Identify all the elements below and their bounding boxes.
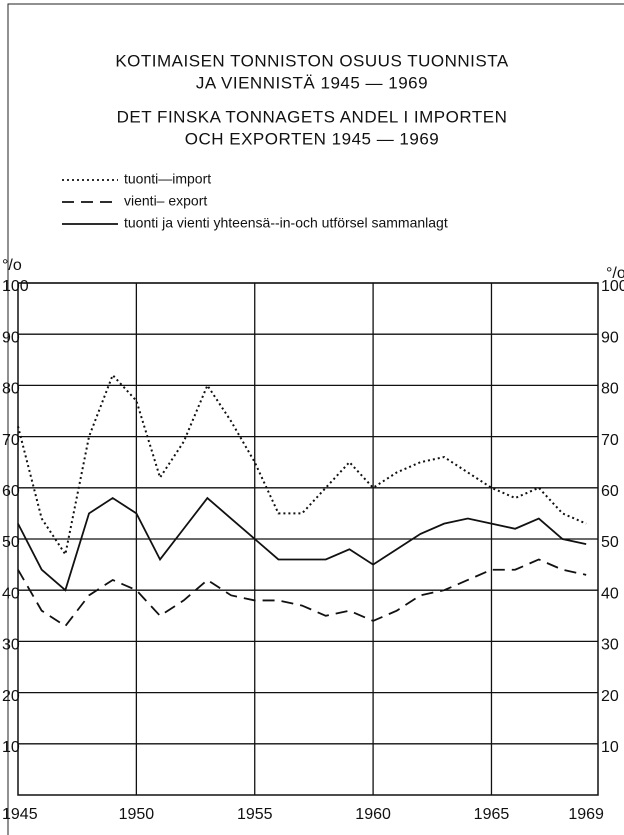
legend-label: vienti– export: [124, 193, 207, 209]
page-frame: [7, 3, 624, 835]
x-tick-label: 1960: [355, 806, 391, 823]
x-tick-label: 1950: [119, 806, 155, 823]
y-tick-label: 90: [2, 329, 20, 346]
y-tick-label: 80: [2, 381, 20, 398]
data-line: [17, 496, 587, 592]
legend-label: tuonti ja vienti yhteensä--in-och utförs…: [124, 215, 448, 231]
y2-tick-label: 70: [601, 432, 619, 449]
y2-unit: °/o: [606, 265, 624, 282]
y2-tick-label: 20: [601, 688, 619, 705]
chart-subtitle: DET FINSKA TONNAGETS ANDEL I IMPORTEN: [117, 107, 508, 126]
chart-subtitle: OCH EXPORTEN 1945 — 1969: [185, 129, 440, 148]
y-tick-label: 40: [2, 585, 20, 602]
y-tick-label: 60: [2, 483, 20, 500]
x-tick-label: 1955: [237, 806, 273, 823]
data-line: [17, 373, 587, 557]
y2-tick-label: 50: [601, 534, 619, 551]
y-tick-label: 50: [2, 534, 20, 551]
y-tick-label: 100: [2, 278, 29, 295]
y2-tick-label: 80: [601, 381, 619, 398]
y-tick-label: 70: [2, 432, 20, 449]
y2-tick-label: 30: [601, 637, 619, 654]
plot-frame: [17, 282, 599, 796]
data-line: [17, 558, 587, 628]
y2-tick-label: 60: [601, 483, 619, 500]
y2-tick-label: 40: [601, 585, 619, 602]
chart-title: KOTIMAISEN TONNISTON OSUUS TUONNISTA: [115, 51, 508, 70]
x-tick-label: 1965: [474, 806, 510, 823]
chart-title: JA VIENNISTÄ 1945 — 1969: [196, 73, 428, 92]
y-tick-label: 10: [2, 739, 20, 756]
y2-tick-label: 100: [601, 278, 624, 295]
x-tick-label: 1969: [568, 806, 604, 823]
y2-tick-label: 10: [601, 739, 619, 756]
x-tick-label: 1945: [2, 806, 38, 823]
y-tick-label: 20: [2, 688, 20, 705]
legend-label: tuonti—import: [124, 171, 211, 187]
y-unit: °/o: [2, 257, 22, 274]
y2-tick-label: 90: [601, 329, 619, 346]
y-tick-label: 30: [2, 637, 20, 654]
